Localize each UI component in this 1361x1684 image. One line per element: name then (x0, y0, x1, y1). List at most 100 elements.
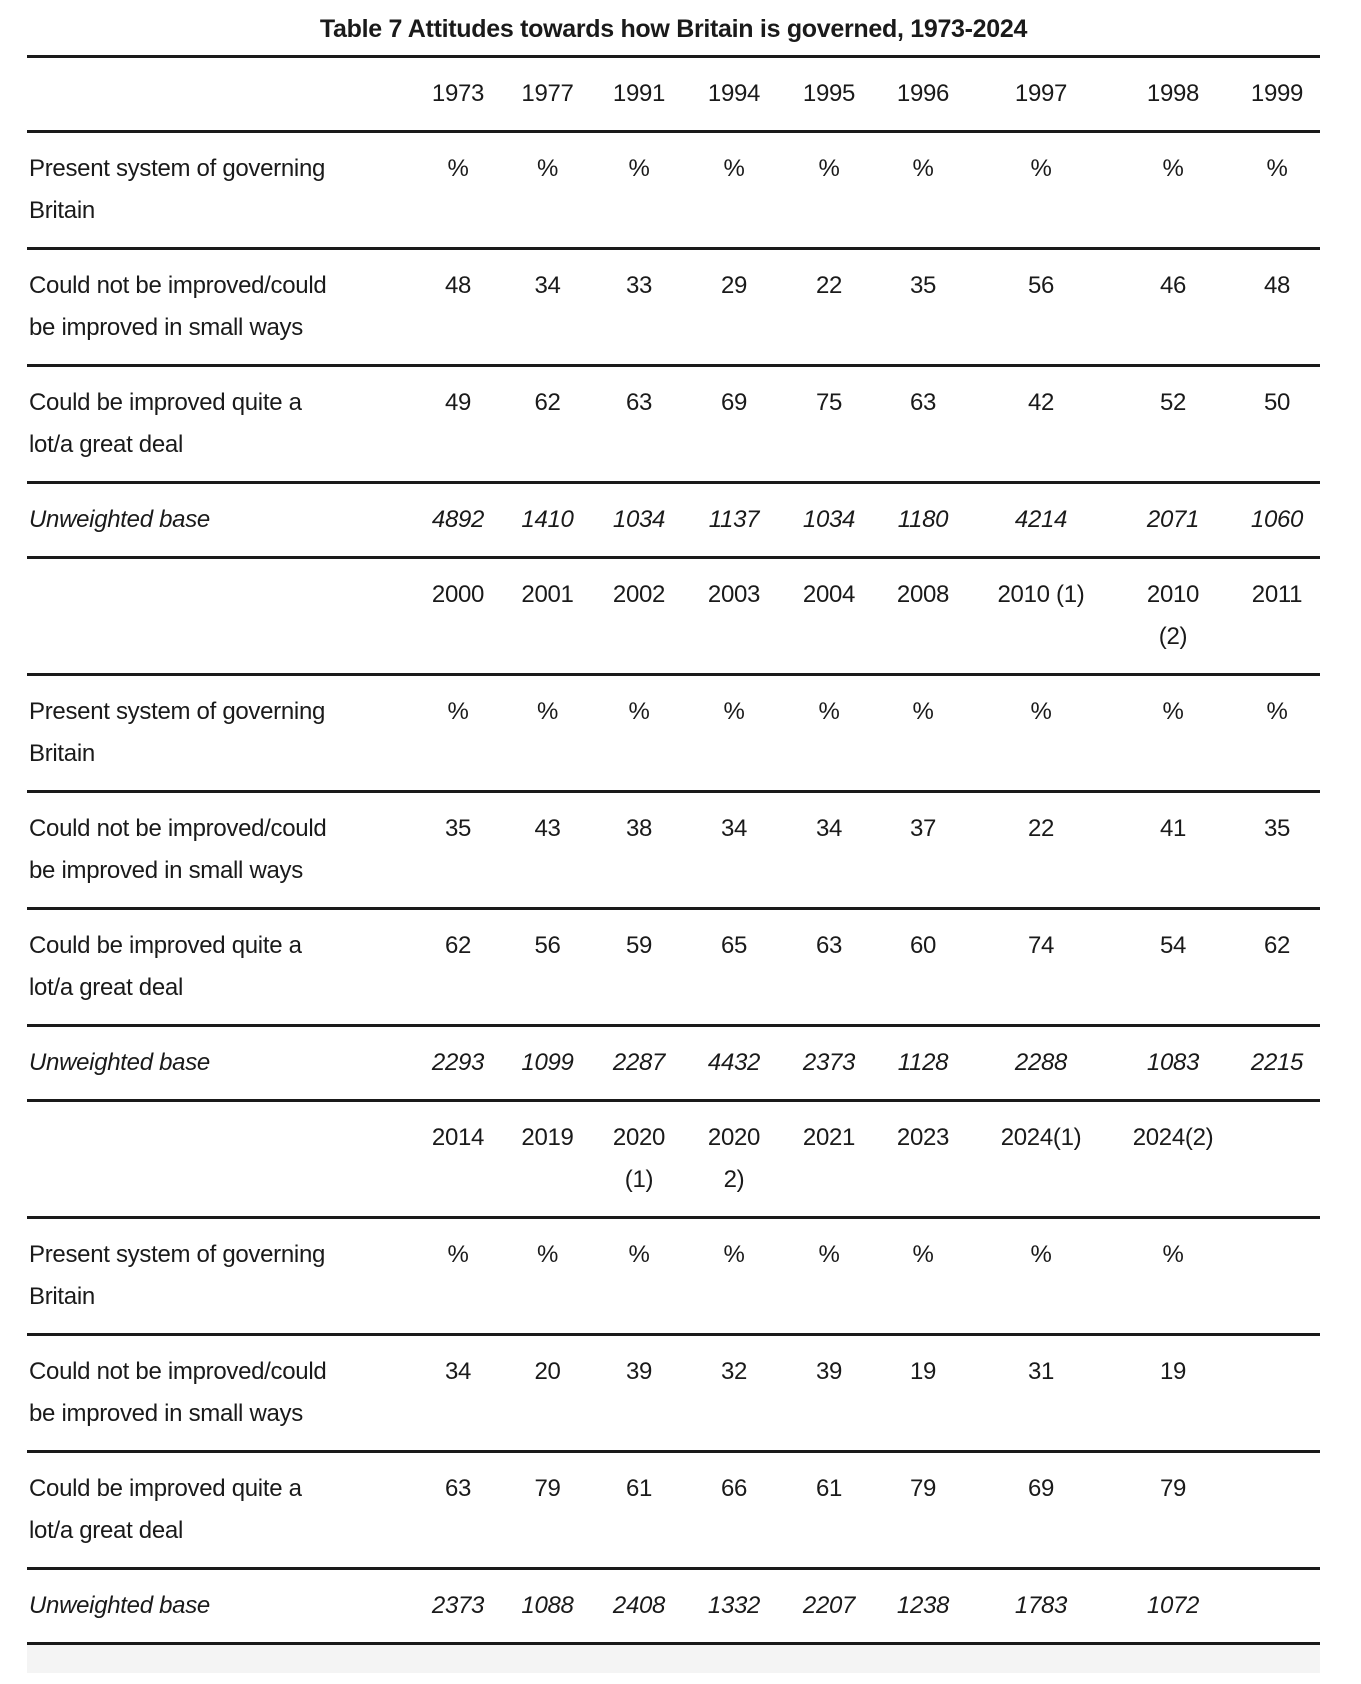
base-cell: 1099 (521, 1049, 574, 1076)
data-cell: 39 (625, 1358, 653, 1385)
empty-cell (1234, 1218, 1320, 1335)
data-cell: 74 (1027, 932, 1055, 959)
corner-cell (27, 1101, 413, 1218)
data-cell: 75 (815, 389, 843, 416)
data-cell: 63 (815, 932, 843, 959)
row-label-present-system: Present system of governing Britain (29, 698, 326, 767)
percent-cell: % (818, 1241, 840, 1268)
data-cell: 35 (444, 815, 472, 842)
data-cell: 60 (909, 932, 937, 959)
data-cell: 43 (534, 815, 561, 842)
data-cell: 34 (534, 272, 561, 299)
year-header-cell: 2000 (431, 581, 485, 608)
table-row: 2000 2001 2002 2003 2004 2008 2010 (1) 2… (27, 558, 1320, 675)
row-label-unweighted-base: Unweighted base (29, 1592, 210, 1619)
table-row: 1973 1977 1991 1994 1995 1996 1997 1998 … (27, 57, 1320, 132)
percent-cell: % (912, 698, 934, 725)
percent-cell: % (628, 155, 650, 182)
data-cell: 62 (444, 932, 472, 959)
base-cell: 1088 (521, 1592, 574, 1619)
row-label-could-not: Could not be improved/could be improved … (29, 1358, 327, 1427)
base-cell: 2408 (612, 1592, 666, 1619)
bottom-strip (27, 1645, 1320, 1673)
data-cell: 32 (720, 1358, 748, 1385)
table-row: Could be improved quite a lot/a great de… (27, 366, 1320, 483)
data-cell: 35 (1263, 815, 1291, 842)
data-cell: 63 (909, 389, 937, 416)
base-cell: 1072 (1146, 1592, 1200, 1619)
attitudes-table: 1973 1977 1991 1994 1995 1996 1997 1998 … (27, 55, 1320, 1645)
year-header-cell: 2020 (1) (612, 1124, 666, 1193)
percent-cell: % (1030, 155, 1052, 182)
table-row: 2014 2019 2020 (1) 2020 2) 2021 2023 202… (27, 1101, 1320, 1218)
percent-cell: % (536, 698, 559, 725)
percent-cell: % (723, 1241, 745, 1268)
data-cell: 54 (1159, 932, 1187, 959)
data-cell: 62 (1263, 932, 1291, 959)
base-cell: 1783 (1014, 1592, 1068, 1619)
percent-cell: % (1266, 155, 1288, 182)
base-cell: 2215 (1250, 1049, 1304, 1076)
table-row: Could not be improved/could be improved … (27, 1335, 1320, 1452)
base-cell: 1034 (802, 506, 856, 533)
base-cell: 4432 (707, 1049, 761, 1076)
data-cell: 48 (1263, 272, 1291, 299)
data-cell: 79 (534, 1475, 561, 1502)
data-cell: 34 (815, 815, 843, 842)
row-label-could-be: Could be improved quite a lot/a great de… (29, 932, 302, 1001)
empty-cell (1234, 1569, 1320, 1644)
row-label-could-not: Could not be improved/could be improved … (29, 815, 327, 884)
base-cell: 1128 (897, 1049, 949, 1076)
percent-cell: % (536, 1241, 559, 1268)
data-cell: 66 (720, 1475, 748, 1502)
data-cell: 59 (625, 932, 653, 959)
base-cell: 2373 (431, 1592, 485, 1619)
base-cell: 2293 (431, 1049, 485, 1076)
percent-cell: % (1162, 698, 1184, 725)
data-cell: 34 (720, 815, 748, 842)
year-header-cell: 2020 2) (707, 1124, 761, 1193)
data-cell: 52 (1159, 389, 1187, 416)
table-row: Unweighted base 2373 1088 2408 1332 2207… (27, 1569, 1320, 1644)
table-row: Unweighted base 4892 1410 1034 1137 1034… (27, 483, 1320, 558)
percent-cell: % (1162, 1241, 1184, 1268)
data-cell: 42 (1027, 389, 1055, 416)
table-row: Could not be improved/could be improved … (27, 792, 1320, 909)
base-cell: 1238 (896, 1592, 950, 1619)
table-title: Table 7 Attitudes towards how Britain is… (319, 15, 1028, 43)
base-cell: 2071 (1146, 506, 1200, 533)
year-header-cell: 2010 (2) (1146, 581, 1200, 650)
percent-cell: % (723, 155, 745, 182)
base-cell: 4214 (1014, 506, 1068, 533)
base-cell: 2287 (612, 1049, 666, 1076)
year-header-cell: 2008 (896, 581, 950, 608)
data-cell: 48 (444, 272, 472, 299)
year-header-cell: 2004 (802, 581, 856, 608)
empty-cell (1234, 1101, 1320, 1218)
corner-cell (27, 558, 413, 675)
percent-cell: % (536, 155, 559, 182)
row-label-could-not: Could not be improved/could be improved … (29, 272, 327, 341)
data-cell: 62 (534, 389, 561, 416)
data-cell: 46 (1159, 272, 1187, 299)
data-cell: 39 (815, 1358, 843, 1385)
percent-cell: % (628, 698, 650, 725)
year-header-cell: 2024(2) (1132, 1124, 1214, 1151)
data-cell: 19 (1159, 1358, 1187, 1385)
percent-cell: % (912, 155, 934, 182)
year-header-cell: 2003 (707, 581, 761, 608)
data-cell: 29 (720, 272, 748, 299)
base-cell: 4892 (431, 506, 485, 533)
data-cell: 79 (1159, 1475, 1187, 1502)
year-header-cell: 1994 (707, 80, 761, 107)
data-cell: 61 (815, 1475, 843, 1502)
corner-cell (27, 57, 413, 132)
data-cell: 79 (909, 1475, 937, 1502)
percent-cell: % (1030, 698, 1052, 725)
base-cell: 1180 (897, 506, 949, 533)
base-cell: 2373 (802, 1049, 856, 1076)
data-cell: 69 (720, 389, 748, 416)
percent-cell: % (1030, 1241, 1052, 1268)
percent-cell: % (818, 698, 840, 725)
